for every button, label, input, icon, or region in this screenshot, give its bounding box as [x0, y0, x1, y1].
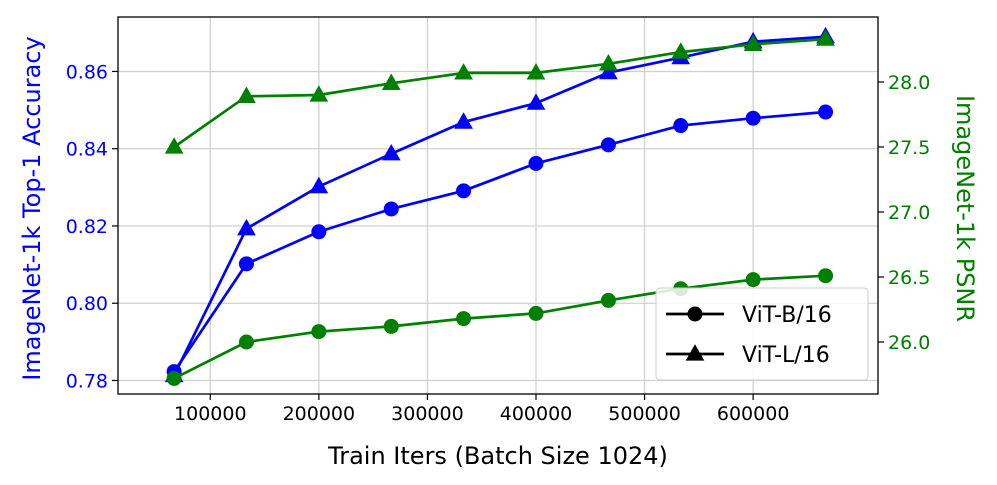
data-point-circle [383, 201, 399, 217]
data-point-circle [456, 311, 472, 327]
left-tick-label: 0.86 [66, 61, 108, 83]
right-tick-label: 26.0 [888, 332, 930, 354]
legend-item-vit-b-16: ViT-B/16 [666, 303, 832, 328]
left-tick-label: 0.82 [66, 216, 108, 238]
data-point-circle [166, 370, 182, 386]
series-line [173, 274, 826, 380]
data-point-triangle [381, 143, 401, 161]
data-point-circle [818, 268, 834, 284]
x-tick-label: 300000 [391, 403, 464, 425]
plot-frame [117, 16, 879, 395]
data-point-triangle [816, 29, 835, 46]
x-axis-title: Train Iters (Batch Size 1024) [327, 442, 668, 470]
left-axis-ticks: 0.78 0.80 0.82 0.84 0.86 [66, 61, 118, 392]
x-tick-label: 600000 [717, 403, 790, 425]
data-point-triangle [526, 63, 546, 80]
legend-label: ViT-B/16 [742, 303, 832, 328]
data-point-triangle [381, 73, 401, 90]
data-point-triangle [685, 344, 705, 361]
data-point-triangle [599, 62, 618, 80]
data-point-circle [311, 324, 327, 340]
right-tick-label: 28.0 [888, 72, 930, 94]
data-point-triangle [164, 137, 184, 154]
data-point-circle [745, 272, 761, 288]
data-point-circle [456, 183, 472, 199]
data-point-circle [238, 334, 254, 350]
x-tick-label: 200000 [283, 403, 356, 425]
data-point-triangle [526, 93, 546, 110]
series-vit-b-16-psnr [166, 268, 834, 386]
data-point-triangle [237, 86, 256, 103]
right-tick-label: 27.0 [888, 202, 930, 224]
data-point-circle [311, 224, 327, 240]
series-line [172, 35, 826, 377]
data-point-circle [745, 110, 761, 126]
data-point-circle [818, 104, 834, 120]
data-point-circle [687, 306, 703, 322]
series-line [173, 37, 826, 149]
data-point-triangle [743, 34, 763, 51]
data-point-triangle [309, 85, 329, 102]
series-vit-l-16-psnr [164, 29, 835, 154]
grid [118, 17, 878, 394]
right-tick-label: 27.5 [888, 137, 930, 159]
data-point-circle [238, 256, 254, 272]
data-point-circle [528, 155, 544, 171]
data-point-triangle [671, 42, 691, 59]
data-point-triangle [454, 63, 473, 80]
series-layer [164, 26, 835, 386]
x-tick-label: 100000 [174, 403, 247, 425]
legend: ViT-B/16 ViT-L/16 [655, 287, 869, 381]
legend-label: ViT-L/16 [742, 343, 830, 368]
legend-item-vit-l-16: ViT-L/16 [666, 343, 830, 368]
legend-box [655, 287, 869, 381]
right-tick-label: 26.5 [888, 267, 930, 289]
x-axis-ticks: 100000 200000 300000 400000 500000 600000 [174, 394, 789, 425]
data-point-triangle [309, 176, 329, 194]
left-tick-label: 0.78 [66, 370, 108, 392]
left-axis-title: ImageNet-1k Top-1 Accuracy [18, 36, 46, 380]
series-line [173, 110, 826, 373]
data-point-circle [600, 137, 616, 153]
data-point-triangle [237, 218, 256, 236]
left-tick-label: 0.80 [66, 293, 108, 315]
right-axis-ticks: 26.0 26.5 27.0 27.5 28.0 [878, 72, 930, 354]
data-point-triangle [454, 112, 473, 129]
x-tick-label: 500000 [608, 403, 681, 425]
data-point-circle [383, 318, 399, 334]
data-point-circle [600, 292, 616, 308]
x-tick-label: 400000 [500, 403, 573, 425]
data-point-triangle [599, 53, 618, 71]
right-axis-title: ImageNet-1k PSNR [951, 95, 979, 322]
data-point-circle [673, 118, 689, 134]
data-point-circle [528, 305, 544, 321]
left-tick-label: 0.84 [66, 139, 108, 161]
